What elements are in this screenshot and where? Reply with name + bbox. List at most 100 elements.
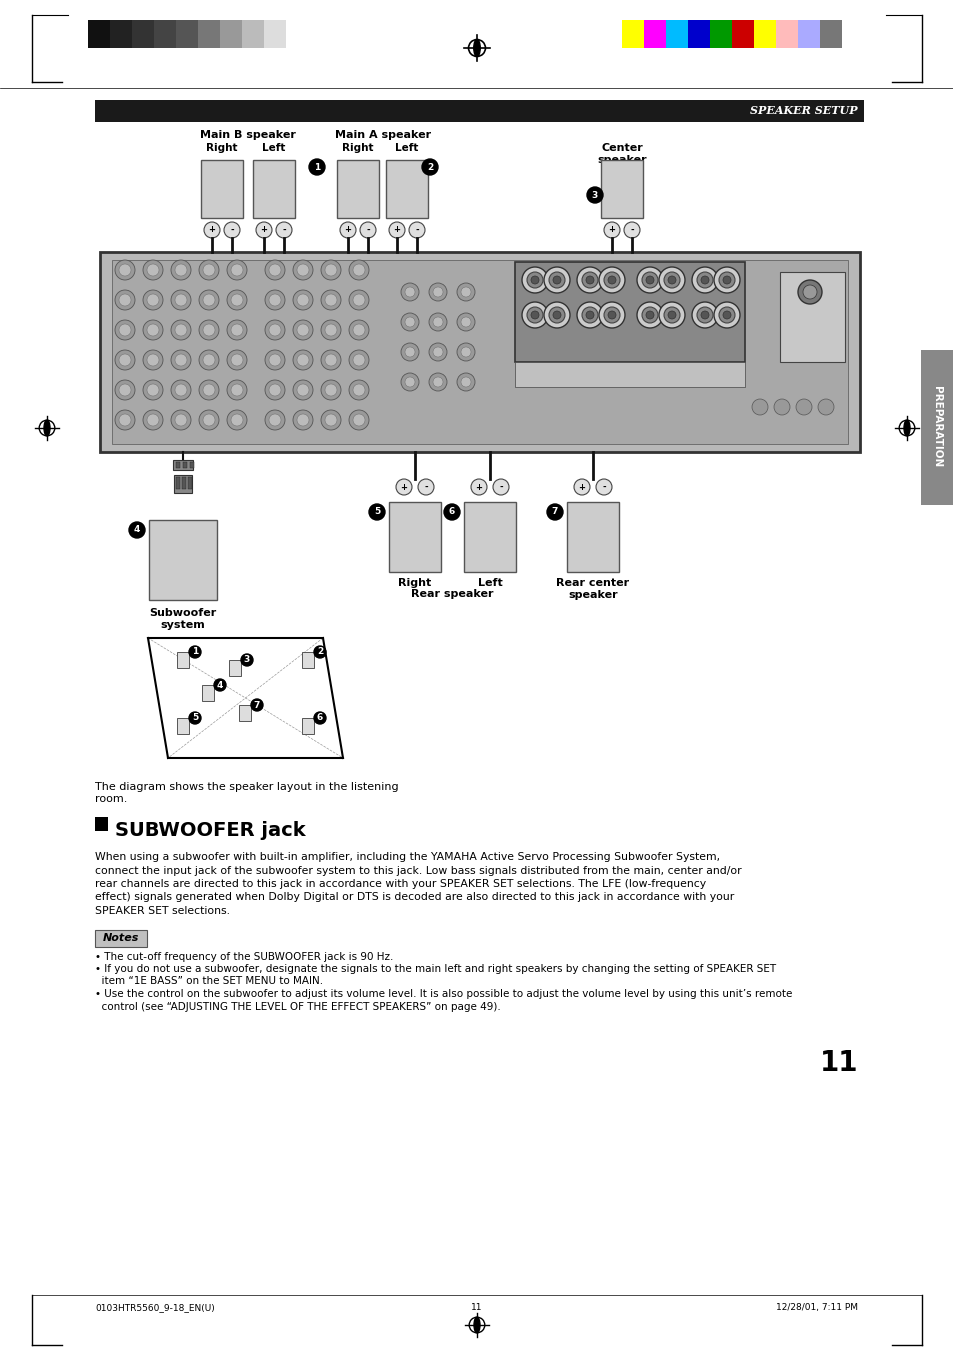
Circle shape: [147, 324, 159, 336]
Circle shape: [203, 324, 214, 336]
Text: -: -: [415, 226, 418, 235]
Text: 3: 3: [591, 190, 598, 200]
Circle shape: [251, 698, 263, 711]
Circle shape: [119, 354, 131, 366]
Circle shape: [405, 286, 415, 297]
Circle shape: [409, 222, 424, 238]
Bar: [566, 503, 618, 571]
Circle shape: [429, 282, 447, 301]
Text: Rear speaker: Rear speaker: [411, 589, 493, 598]
Bar: [149, 520, 216, 600]
Circle shape: [817, 399, 833, 415]
Ellipse shape: [474, 1317, 479, 1333]
Circle shape: [115, 290, 135, 309]
Circle shape: [543, 303, 569, 328]
Circle shape: [171, 320, 191, 340]
Bar: [183, 462, 187, 467]
Bar: [302, 717, 314, 734]
Circle shape: [231, 413, 243, 426]
Circle shape: [802, 285, 816, 299]
Circle shape: [320, 409, 340, 430]
Circle shape: [203, 263, 214, 276]
Circle shape: [349, 290, 369, 309]
Text: Main A speaker: Main A speaker: [335, 130, 431, 141]
Circle shape: [697, 272, 712, 288]
Text: +: +: [578, 482, 585, 492]
Text: Main B speaker: Main B speaker: [200, 130, 295, 141]
Circle shape: [607, 311, 616, 319]
Circle shape: [296, 263, 309, 276]
Text: 6: 6: [449, 508, 455, 516]
Text: Right: Right: [342, 143, 374, 153]
Circle shape: [521, 267, 547, 293]
Circle shape: [353, 413, 365, 426]
Circle shape: [417, 480, 434, 494]
Bar: [386, 159, 428, 218]
Circle shape: [199, 409, 219, 430]
Circle shape: [433, 286, 442, 297]
Circle shape: [174, 413, 187, 426]
Circle shape: [147, 295, 159, 305]
Circle shape: [429, 313, 447, 331]
Text: +: +: [608, 226, 615, 235]
Circle shape: [645, 311, 654, 319]
Text: -: -: [424, 482, 427, 492]
Bar: [264, 20, 286, 49]
Bar: [175, 477, 180, 489]
Circle shape: [199, 259, 219, 280]
Bar: [88, 20, 110, 49]
Bar: [242, 20, 264, 49]
Ellipse shape: [903, 420, 909, 436]
Bar: [515, 362, 744, 386]
Circle shape: [429, 373, 447, 390]
Circle shape: [115, 409, 135, 430]
Circle shape: [171, 380, 191, 400]
Text: -: -: [282, 226, 286, 235]
Circle shape: [526, 272, 542, 288]
Text: • If you do not use a subwoofer, designate the signals to the main left and righ: • If you do not use a subwoofer, designa…: [95, 965, 776, 974]
Bar: [110, 20, 132, 49]
Circle shape: [641, 272, 658, 288]
Circle shape: [231, 354, 243, 366]
Circle shape: [667, 276, 676, 284]
Circle shape: [174, 295, 187, 305]
Bar: [920, 350, 953, 505]
Bar: [302, 653, 314, 667]
Circle shape: [603, 272, 619, 288]
Circle shape: [663, 307, 679, 323]
Bar: [797, 20, 820, 49]
Text: -: -: [601, 482, 605, 492]
Circle shape: [174, 263, 187, 276]
Circle shape: [119, 384, 131, 396]
Circle shape: [713, 303, 740, 328]
Circle shape: [713, 267, 740, 293]
Circle shape: [269, 324, 281, 336]
Bar: [600, 159, 642, 218]
Circle shape: [296, 384, 309, 396]
Text: SPEAKER SETUP: SPEAKER SETUP: [750, 105, 857, 116]
Text: effect) signals generated when Dolby Digital or DTS is decoded are also directed: effect) signals generated when Dolby Dig…: [95, 893, 734, 902]
Circle shape: [531, 276, 538, 284]
Circle shape: [296, 324, 309, 336]
Circle shape: [722, 276, 730, 284]
Circle shape: [353, 354, 365, 366]
Circle shape: [203, 384, 214, 396]
Bar: [731, 20, 753, 49]
Text: When using a subwoofer with built-in amplifier, including the YAMAHA Active Serv: When using a subwoofer with built-in amp…: [95, 852, 720, 862]
Circle shape: [596, 480, 612, 494]
Text: connect the input jack of the subwoofer system to this jack. Low bass signals di: connect the input jack of the subwoofer …: [95, 866, 740, 875]
Text: -: -: [366, 226, 370, 235]
Circle shape: [353, 324, 365, 336]
Circle shape: [598, 267, 624, 293]
Text: 4: 4: [216, 681, 223, 689]
Bar: [336, 159, 378, 218]
Bar: [172, 459, 193, 470]
Bar: [95, 817, 108, 831]
Text: 4: 4: [133, 526, 140, 535]
Text: Notes: Notes: [103, 934, 139, 943]
Circle shape: [526, 307, 542, 323]
Text: 11: 11: [819, 1048, 857, 1077]
Bar: [665, 20, 687, 49]
Circle shape: [581, 272, 598, 288]
Bar: [220, 20, 242, 49]
